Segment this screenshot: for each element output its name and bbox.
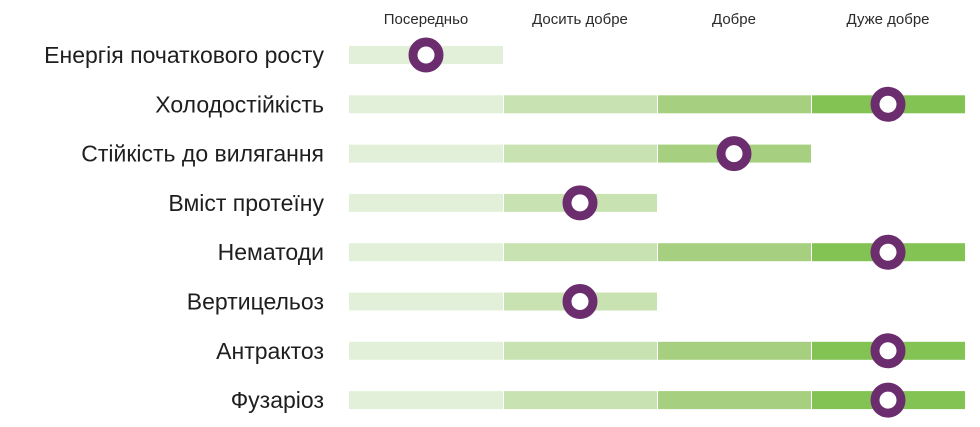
rating-row: Фузаріоз bbox=[231, 382, 965, 418]
row-label: Енергія початкового росту bbox=[44, 42, 324, 68]
row-label: Нематоди bbox=[218, 239, 324, 265]
category-label: Дуже добре bbox=[846, 11, 929, 28]
rating-marker bbox=[870, 333, 906, 369]
category-label: Посередньо bbox=[384, 11, 469, 28]
bar-segment bbox=[658, 391, 811, 410]
row-label: Холодостійкість bbox=[155, 91, 324, 117]
bar-segment bbox=[504, 95, 657, 114]
category-header: Посередньо Досить добре Добре Дуже добре bbox=[384, 11, 930, 28]
bar-segment bbox=[504, 243, 657, 262]
rating-row: Вертицельоз bbox=[187, 284, 657, 319]
rating-row: Вміст протеїну bbox=[168, 185, 657, 221]
rating-row: Холодостійкість bbox=[155, 86, 965, 122]
row-label: Вертицельоз bbox=[187, 289, 324, 315]
rating-marker bbox=[870, 86, 906, 122]
rating-row: Нематоди bbox=[218, 234, 965, 270]
bar-segment bbox=[504, 391, 657, 410]
bar-segment bbox=[658, 95, 811, 114]
bar-segment bbox=[658, 243, 811, 262]
row-label: Антрактоз bbox=[216, 338, 324, 364]
bar-segment bbox=[349, 193, 503, 212]
bar-segment bbox=[349, 341, 503, 360]
row-label: Вміст протеїну bbox=[168, 190, 324, 216]
rating-marker bbox=[562, 185, 598, 221]
rating-marker bbox=[716, 136, 752, 172]
category-label: Досить добре bbox=[532, 11, 628, 28]
bar-segment bbox=[349, 95, 503, 114]
rating-rows: Енергія початкового росту Холодостійкість… bbox=[44, 37, 965, 418]
bar-segment bbox=[349, 243, 503, 262]
row-label: Фузаріоз bbox=[231, 387, 324, 413]
row-label: Стійкість до вилягання bbox=[81, 141, 324, 167]
bar-segment bbox=[349, 391, 503, 410]
rating-marker bbox=[408, 37, 444, 73]
rating-marker bbox=[870, 234, 906, 270]
bar-segment bbox=[504, 341, 657, 360]
rating-row: Стійкість до вилягання bbox=[81, 136, 811, 172]
bar-segment bbox=[504, 144, 657, 163]
rating-marker bbox=[870, 382, 906, 418]
bar-segment bbox=[349, 292, 503, 311]
rating-row: Антрактоз bbox=[216, 333, 965, 369]
rating-row: Енергія початкового росту bbox=[44, 37, 503, 73]
rating-marker bbox=[562, 284, 598, 319]
category-label: Добре bbox=[712, 11, 756, 28]
bar-segment bbox=[349, 144, 503, 163]
bar-segment bbox=[658, 341, 811, 360]
